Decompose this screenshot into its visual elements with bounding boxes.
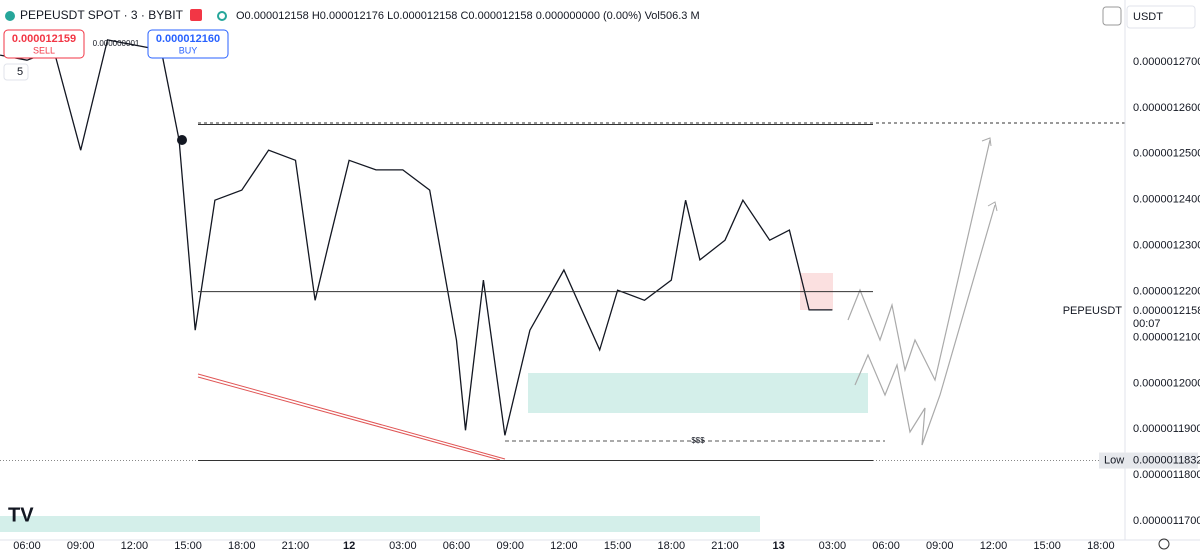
x-tick-label: 12 — [343, 540, 355, 552]
sell-button[interactable] — [3, 29, 85, 59]
x-tick-label: 18:00 — [658, 540, 686, 552]
last-price: 0.0000012158 — [1133, 305, 1200, 317]
y-tick-label: 0.0000012400 — [1133, 194, 1200, 206]
symbol[interactable]: PEPEUSDT SPOT · 3 · BYBIT — [20, 8, 184, 22]
buy-label[interactable]: BUY — [179, 45, 198, 55]
spread: 0.000000001 — [93, 39, 140, 48]
y-tick-label: 0.0000012500 — [1133, 148, 1200, 160]
flag[interactable] — [190, 9, 202, 21]
trendline — [197, 376, 501, 461]
x-tick-label: 06:00 — [13, 540, 41, 552]
currency[interactable]: USDT — [1133, 11, 1163, 23]
y-tick-label: 0.0000011800 — [1133, 469, 1200, 481]
y-tick-label: 0.0000011900 — [1133, 423, 1200, 435]
ohlc: O0.000012158 H0.000012176 L0.000012158 C… — [236, 10, 700, 22]
arrow-head — [987, 201, 998, 212]
buy-price[interactable]: 0.000012160 — [156, 33, 220, 45]
x-tick-label: 15:00 — [604, 540, 632, 552]
currency-box[interactable] — [1126, 5, 1196, 29]
y-tick-label: 0.0000012200 — [1133, 285, 1200, 297]
interval-box[interactable] — [3, 63, 29, 81]
x-tick-label: 09:00 — [67, 540, 95, 552]
interval[interactable]: 5 — [17, 66, 23, 78]
sell-label[interactable]: SELL — [33, 45, 55, 55]
x-tick-label: 12:00 — [980, 540, 1008, 552]
x-tick-label: 21:00 — [711, 540, 739, 552]
settings-button[interactable] — [1102, 6, 1122, 26]
y-tick-label: 0.0000012300 — [1133, 240, 1200, 252]
x-tick-label: 15:00 — [1033, 540, 1061, 552]
sell-price[interactable]: 0.000012159 — [12, 33, 76, 45]
x-tick-label: 18:00 — [228, 540, 256, 552]
volume-zone — [0, 516, 760, 532]
low-label-box — [1099, 452, 1139, 469]
low-name: Low — [1104, 454, 1124, 466]
x-tick-label: 09:00 — [926, 540, 954, 552]
projection-path — [854, 204, 996, 446]
x-tick-label: 21:00 — [282, 540, 310, 552]
x-tick-label: 09:00 — [496, 540, 524, 552]
logo — [5, 11, 15, 21]
y-tick-label: 0.0000012700 — [1133, 56, 1200, 68]
series-name: PEPEUSDT — [1063, 305, 1123, 317]
x-tick-label: 12:00 — [121, 540, 149, 552]
x-tick-label: 06:00 — [443, 540, 471, 552]
annotation: $$$ — [691, 436, 705, 445]
demand-zone — [528, 373, 868, 413]
countdown: 00:07 — [1133, 318, 1161, 330]
arrow-head — [981, 137, 992, 147]
low-price: 0.0000011832 — [1133, 454, 1200, 466]
low-price-box — [1130, 452, 1198, 469]
x-tick-label: 06:00 — [872, 540, 900, 552]
x-tick-label: 12:00 — [550, 540, 578, 552]
x-tick-label: 03:00 — [819, 540, 847, 552]
y-tick-label: 0.0000012100 — [1133, 331, 1200, 343]
y-tick-label: 0.0000012000 — [1133, 377, 1200, 389]
y-tick-label: 0.0000012600 — [1133, 102, 1200, 114]
settings-icon[interactable] — [1158, 538, 1170, 550]
x-tick-label: 03:00 — [389, 540, 417, 552]
status — [217, 11, 227, 21]
projection-path — [847, 139, 991, 382]
x-tick-label: 13 — [773, 540, 785, 552]
x-tick-label: 15:00 — [174, 540, 202, 552]
y-tick-label: 0.0000011700 — [1133, 515, 1200, 527]
buy-button[interactable] — [147, 29, 229, 59]
tv-logo: TV — [8, 504, 34, 526]
trendline — [197, 373, 506, 460]
x-tick-label: 18:00 — [1087, 540, 1115, 552]
